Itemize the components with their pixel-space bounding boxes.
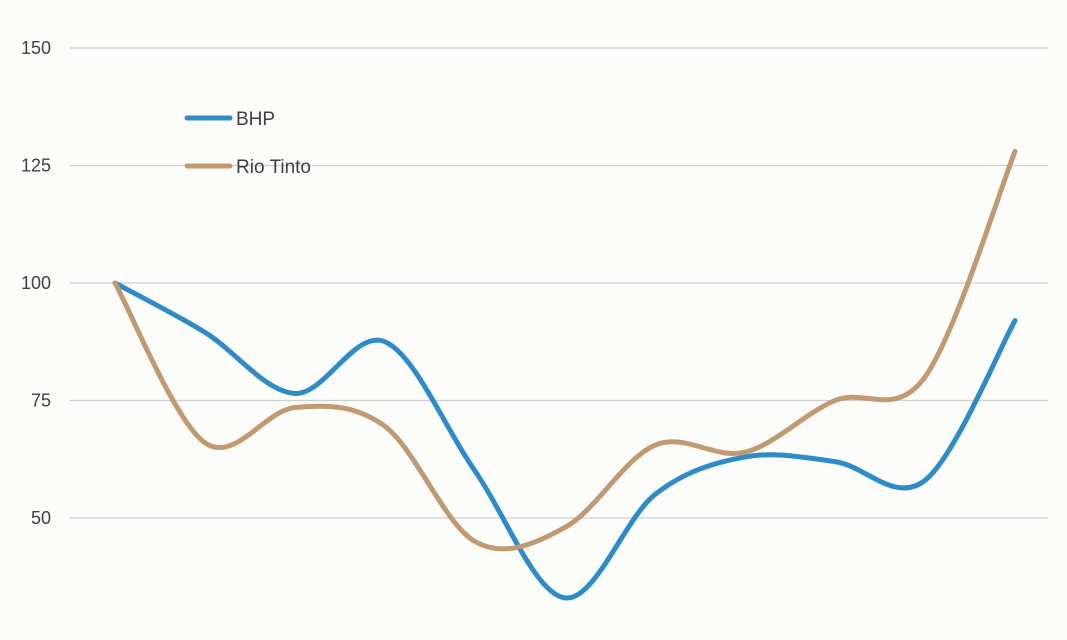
y-tick-label: 50 bbox=[31, 508, 51, 528]
series-line-bhp bbox=[112, 280, 1018, 601]
legend-label-bhp: BHP bbox=[236, 109, 275, 130]
y-tick-label: 100 bbox=[21, 273, 51, 293]
legend: BHP Rio Tinto bbox=[184, 109, 311, 178]
series-lines bbox=[112, 148, 1018, 601]
y-axis-tick-labels: 150 125 100 75 50 bbox=[21, 38, 51, 528]
legend-label-rio-tinto: Rio Tinto bbox=[236, 157, 311, 178]
y-tick-label: 150 bbox=[21, 38, 51, 58]
y-tick-label: 125 bbox=[21, 156, 51, 176]
y-tick-label: 75 bbox=[31, 391, 51, 411]
series-line-rio-tinto bbox=[112, 148, 1018, 552]
